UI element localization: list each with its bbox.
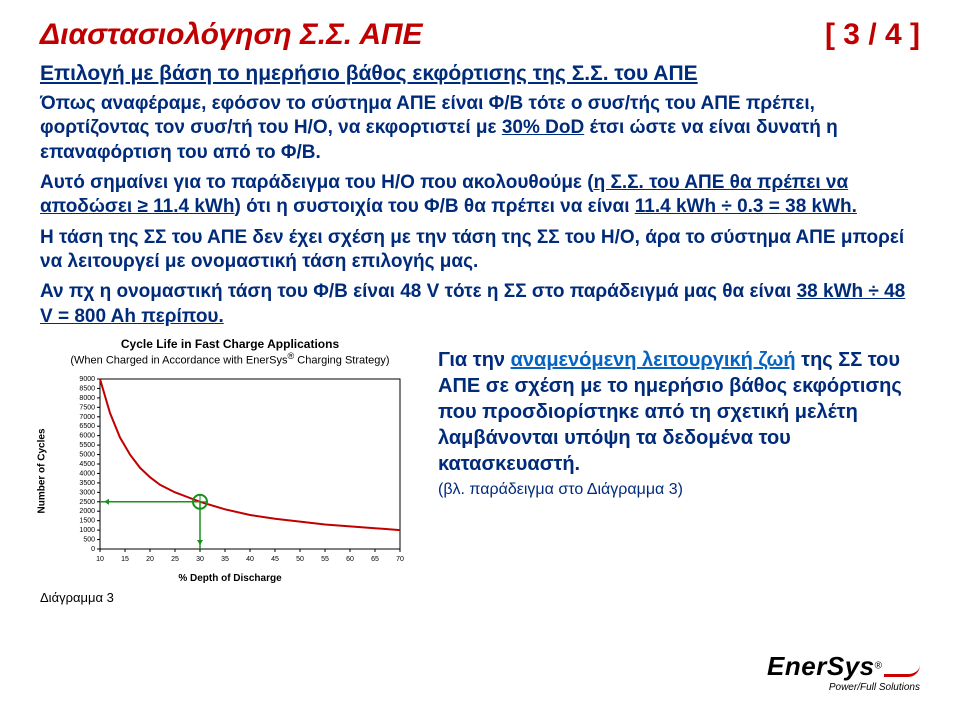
svg-text:35: 35 — [221, 556, 229, 563]
svg-text:3000: 3000 — [79, 489, 95, 496]
svg-text:500: 500 — [83, 536, 95, 543]
svg-text:45: 45 — [271, 556, 279, 563]
right-note: (βλ. παράδειγμα στο Διάγραμμα 3) — [438, 481, 920, 499]
chart-title: Cycle Life in Fast Charge Applications — [40, 337, 420, 351]
logo-swoosh-icon — [884, 665, 920, 677]
svg-text:3500: 3500 — [79, 480, 95, 487]
chart-svg: 0 500 1000 1500 2000 2500 3000 3500 4000 4500 5000… — [60, 371, 420, 571]
svg-text:40: 40 — [246, 556, 254, 563]
svg-text:55: 55 — [321, 556, 329, 563]
right-paragraph: Για την αναμενόμενη λειτουργική ζωή της … — [438, 347, 920, 477]
chart-caption: Διάγραμμα 3 — [40, 590, 420, 605]
chart-subtitle: (When Charged in Accordance with EnerSys… — [40, 351, 420, 367]
svg-text:2500: 2500 — [79, 499, 95, 506]
chart-block: Cycle Life in Fast Charge Applications (… — [40, 337, 420, 605]
svg-text:5000: 5000 — [79, 451, 95, 458]
logo-name: EnerSys — [767, 651, 875, 681]
right-column: Για την αναμενόμενη λειτουργική ζωή της … — [438, 337, 920, 605]
paragraph-2: Αυτό σημαίνει για το παράδειγμα του Η/Ο … — [40, 171, 920, 220]
p2-a: Αυτό σημαίνει για το παράδειγμα του Η/Ο … — [40, 172, 594, 193]
svg-text:50: 50 — [296, 556, 304, 563]
logo: EnerSys® Power/Full Solutions — [767, 651, 920, 693]
lower-section: Cycle Life in Fast Charge Applications (… — [40, 337, 920, 605]
p4-a: Αν πχ η ονομαστική τάση του Φ/Β είναι 48… — [40, 281, 797, 302]
svg-text:4500: 4500 — [79, 461, 95, 468]
chart-sub-a: (When Charged in Accordance with EnerSys — [70, 355, 287, 367]
logo-reg: ® — [875, 661, 882, 672]
header: Διαστασιολόγηση Σ.Σ. ΑΠΕ [ 3 / 4 ] — [40, 18, 920, 52]
chart-xlabel: % Depth of Discharge — [60, 573, 400, 584]
svg-text:6000: 6000 — [79, 433, 95, 440]
right-link: αναμενόμενη λειτουργική ζωή — [511, 349, 796, 371]
page-title: Διαστασιολόγηση Σ.Σ. ΑΠΕ — [40, 18, 423, 52]
svg-text:8500: 8500 — [79, 385, 95, 392]
chart-sub-b: Charging Strategy) — [294, 355, 389, 367]
svg-text:70: 70 — [396, 556, 404, 563]
svg-text:10: 10 — [96, 556, 104, 563]
svg-text:6500: 6500 — [79, 423, 95, 430]
paragraph-1: Όπως αναφέραμε, εφόσον το σύστημα ΑΠΕ εί… — [40, 92, 920, 165]
logo-tagline: Power/Full Solutions — [767, 682, 920, 693]
page-counter: [ 3 / 4 ] — [825, 18, 920, 52]
p2-b: ) ότι η συστοιχία του Φ/Β θα πρέπει να ε… — [234, 196, 634, 217]
svg-text:65: 65 — [371, 556, 379, 563]
svg-text:7500: 7500 — [79, 404, 95, 411]
svg-text:30: 30 — [196, 556, 204, 563]
svg-text:20: 20 — [146, 556, 154, 563]
svg-text:5500: 5500 — [79, 442, 95, 449]
paragraph-3: Η τάση της ΣΣ του ΑΠΕ δεν έχει σχέση με … — [40, 226, 920, 275]
svg-text:8000: 8000 — [79, 395, 95, 402]
cycle-life-chart: Number of Cycles 05001000150020002500300… — [60, 371, 420, 571]
svg-text:1500: 1500 — [79, 518, 95, 525]
svg-text:4000: 4000 — [79, 470, 95, 477]
svg-text:60: 60 — [346, 556, 354, 563]
p1-dod: 30% DoD — [502, 117, 584, 138]
svg-text:1000: 1000 — [79, 527, 95, 534]
svg-text:0: 0 — [91, 546, 95, 553]
svg-text:9000: 9000 — [79, 376, 95, 383]
svg-text:7000: 7000 — [79, 414, 95, 421]
subtitle: Επιλογή με βάση το ημερήσιο βάθος εκφόρτ… — [40, 62, 920, 86]
p2-u2: 11.4 kWh ÷ 0.3 = 38 kWh. — [635, 196, 857, 217]
svg-text:25: 25 — [171, 556, 179, 563]
svg-text:15: 15 — [121, 556, 129, 563]
right-a: Για την — [438, 349, 511, 371]
svg-text:2000: 2000 — [79, 508, 95, 515]
chart-ylabel: Number of Cycles — [37, 428, 48, 513]
paragraph-4: Αν πχ η ονομαστική τάση του Φ/Β είναι 48… — [40, 280, 920, 329]
